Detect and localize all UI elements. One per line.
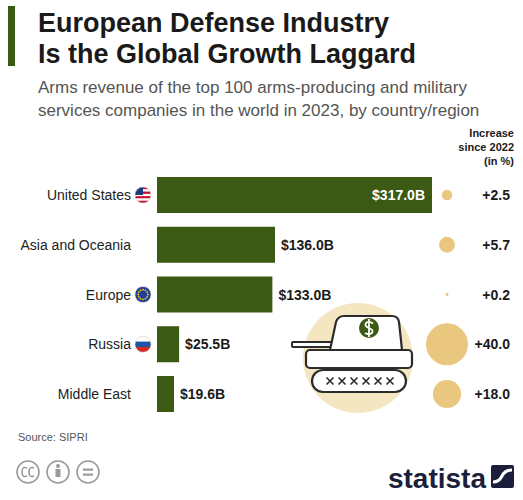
value-label: $19.6B xyxy=(180,386,225,402)
flag-band xyxy=(135,336,151,342)
flag-star xyxy=(146,296,148,298)
title: European Defense IndustryIs the Global G… xyxy=(38,8,416,69)
value-label: $317.0B xyxy=(372,187,425,203)
tank-tread xyxy=(312,370,406,392)
brand: statista xyxy=(388,463,486,494)
growth-label: +18.0 xyxy=(475,386,511,402)
flag-star xyxy=(140,289,142,291)
bubble-header-line: since 2022 xyxy=(458,141,514,153)
value-label: $136.0B xyxy=(281,237,334,253)
bar xyxy=(157,326,179,362)
tank-wheel xyxy=(339,378,346,385)
license-icon-part xyxy=(56,469,61,477)
bar xyxy=(157,177,432,213)
flag-ru xyxy=(135,336,151,352)
license-icon-part xyxy=(56,464,60,468)
flag-star xyxy=(142,298,144,300)
flag-star xyxy=(140,298,142,300)
growth-bubble xyxy=(446,293,449,296)
tank-wheel xyxy=(351,378,358,385)
title-line: Is the Global Growth Laggard xyxy=(38,39,416,69)
flag-star xyxy=(142,289,144,291)
bubble-header-line: (in %) xyxy=(484,155,514,167)
flag-ring xyxy=(135,287,151,303)
license-icon xyxy=(17,461,39,483)
tank-coin xyxy=(359,318,379,338)
tank-hull xyxy=(306,350,412,368)
flag-us xyxy=(135,187,151,203)
flag-star xyxy=(145,289,147,291)
value-label: $133.0B xyxy=(278,287,331,303)
flag-star xyxy=(147,294,149,296)
flag-band xyxy=(135,342,151,348)
flag-star xyxy=(145,298,147,300)
value-label: $25.5B xyxy=(185,336,230,352)
growth-label: +40.0 xyxy=(475,336,511,352)
title-line: European Defense Industry xyxy=(38,8,389,38)
bubble-header: Increase since 2022 (in %) xyxy=(458,127,514,167)
license-icon-part xyxy=(83,469,93,471)
brand-icon-wave xyxy=(493,470,512,482)
title-accent xyxy=(8,6,15,66)
growth-label: +2.5 xyxy=(482,187,510,203)
growth-label: +5.7 xyxy=(482,237,510,253)
growth-bubble xyxy=(442,190,453,201)
flag-ring xyxy=(135,187,151,203)
category-label: Asia and Oceania xyxy=(20,237,131,253)
flag-star xyxy=(137,294,139,296)
bar xyxy=(157,227,275,263)
tank-icon xyxy=(292,303,413,413)
tank-barrel xyxy=(292,342,332,347)
bar xyxy=(157,376,174,412)
tank-wheel xyxy=(327,378,334,385)
bars xyxy=(157,177,432,412)
category-label: United States xyxy=(47,187,131,203)
bar xyxy=(157,277,272,313)
license-icon xyxy=(77,461,99,483)
flag-field xyxy=(135,287,151,303)
license-icon xyxy=(47,461,69,483)
license-icon-part xyxy=(22,468,34,477)
subtitle: Arms revenue of the top 100 arms-produci… xyxy=(38,78,479,120)
flag-star xyxy=(138,296,140,298)
flag-star xyxy=(146,291,148,293)
growth-label: +0.2 xyxy=(482,287,510,303)
tank-turret xyxy=(330,316,402,350)
category-label: Middle East xyxy=(58,386,131,402)
license-icon-part xyxy=(83,474,93,476)
flag-star xyxy=(138,291,140,293)
subtitle-line: Arms revenue of the top 100 arms-produci… xyxy=(38,78,467,97)
brand-icon xyxy=(491,465,514,488)
tank-wheel xyxy=(375,378,382,385)
tank-backdrop xyxy=(303,303,413,413)
source: Source: SIPRI xyxy=(18,431,88,443)
flag-eu xyxy=(135,287,151,303)
category-label: Europe xyxy=(86,287,131,303)
tank-coin-sign xyxy=(365,319,373,337)
flag-ring xyxy=(135,336,151,352)
subtitle-line: services companies in the world in 2023,… xyxy=(38,101,479,120)
growth-bubble xyxy=(433,380,461,408)
flag-stripe xyxy=(135,196,151,198)
tank-wheel xyxy=(387,378,394,385)
tank-wheel xyxy=(363,378,370,385)
bubble-header-line: Increase xyxy=(469,127,514,139)
chart-canvas: European Defense IndustryIs the Global G… xyxy=(0,0,523,500)
category-label: Russia xyxy=(88,336,131,352)
growth-bubble xyxy=(439,237,455,253)
growth-bubble xyxy=(426,323,468,365)
